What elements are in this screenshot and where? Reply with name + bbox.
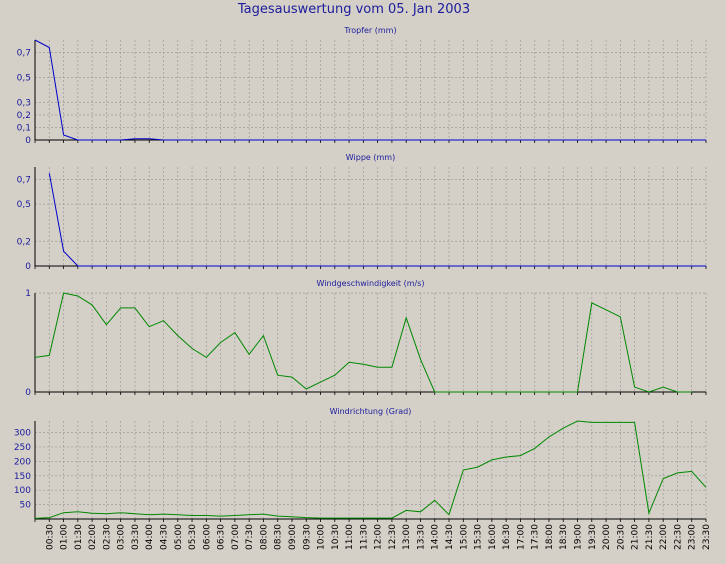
y-tick-label: 0	[25, 136, 31, 146]
y-tick-label: 0	[25, 262, 31, 272]
y-tick-label: 0,5	[17, 74, 31, 84]
x-tick-label: 06:30	[217, 524, 227, 550]
x-tick-label: 11:30	[359, 524, 369, 550]
x-tick-label: 17:30	[531, 524, 541, 550]
y-tick-label: 0,2	[17, 111, 31, 121]
x-tick-label: 03:00	[117, 524, 127, 550]
x-tick-label: 07:30	[245, 524, 255, 550]
y-tick-label: 0,2	[17, 237, 31, 247]
x-tick-label: 19:30	[588, 524, 598, 550]
x-tick-label: 20:30	[616, 524, 626, 550]
y-tick-label: 0,3	[17, 99, 31, 109]
y-tick-label: 200	[14, 457, 31, 467]
y-tick-label: 150	[14, 472, 31, 482]
x-tick-label: 05:30	[188, 524, 198, 550]
x-tick-label: 22:00	[659, 524, 669, 550]
y-tick-label: 0,1	[17, 124, 31, 134]
series-line	[34, 39, 706, 141]
x-tick-label: 06:00	[202, 524, 212, 550]
x-tick-label: 23:00	[688, 524, 698, 550]
x-tick-label: 01:00	[60, 524, 70, 550]
x-tick-label: 10:30	[331, 524, 341, 550]
x-tick-label: 16:30	[502, 524, 512, 550]
panel-title: Tropfer (mm)	[343, 26, 396, 35]
x-tick-label: 02:00	[88, 524, 98, 550]
x-tick-label: 05:00	[174, 524, 184, 550]
x-tick-label: 11:00	[345, 524, 355, 550]
x-tick-label: 12:00	[374, 524, 384, 550]
x-tick-label: 00:30	[45, 524, 55, 550]
panel-title: Windrichtung (Grad)	[330, 407, 412, 416]
x-tick-label: 15:00	[459, 524, 469, 550]
x-tick-label: 09:30	[302, 524, 312, 550]
y-tick-label: 300	[14, 429, 31, 439]
x-tick-label: 20:00	[602, 524, 612, 550]
y-tick-label: 1	[25, 289, 31, 299]
x-tick-label: 16:00	[488, 524, 498, 550]
x-tick-label: 15:30	[474, 524, 484, 550]
chart-panel: Wippe (mm) 0 0,2 0,5 0,7	[17, 153, 707, 272]
y-tick-label: 0	[25, 388, 31, 398]
y-tick-label: 0,5	[17, 200, 31, 210]
chart-title: Tagesauswertung vom 05. Jan 2003	[237, 2, 470, 17]
x-tick-label: 17:00	[516, 524, 526, 550]
x-tick-label: 23:30	[702, 524, 712, 550]
x-tick-label: 12:30	[388, 524, 398, 550]
chart-panel: Windrichtung (Grad) 50 100 150 200 250 300	[14, 407, 707, 522]
x-tick-label: 21:30	[645, 524, 655, 550]
x-tick-label: 08:30	[274, 524, 284, 550]
x-tick-label: 19:00	[574, 524, 584, 550]
y-tick-label: 50	[20, 501, 32, 511]
y-tick-label: 100	[14, 486, 31, 496]
chart-panels: Tropfer (mm) 0 0,1 0,2 0,3 0,5 0,7 Wippe (mm) 0 0…	[14, 26, 707, 522]
x-tick-label: 09:00	[288, 524, 298, 550]
x-tick-label: 10:00	[317, 524, 327, 550]
x-tick-label: 08:00	[259, 524, 269, 550]
x-tick-label: 13:30	[416, 524, 426, 550]
x-tick-label: 14:30	[445, 524, 455, 550]
chart-panel: Windgeschwindigkeit (m/s) 0 1	[25, 279, 707, 398]
x-tick-label: 03:30	[131, 524, 141, 550]
x-tick-label: 18:00	[545, 524, 555, 550]
y-tick-label: 0,7	[17, 49, 31, 59]
panel-title: Windgeschwindigkeit (m/s)	[316, 279, 424, 288]
x-tick-label: 14:00	[431, 524, 441, 550]
x-tick-label: 21:00	[631, 524, 641, 550]
y-tick-label: 250	[14, 443, 31, 453]
x-tick-label: 13:00	[402, 524, 412, 550]
x-tick-label: 22:30	[673, 524, 683, 550]
x-axis: 00:30 01:00 01:30 02:00 02:30 03:00 03:30 04:00…	[45, 524, 712, 550]
x-tick-label: 01:30	[74, 524, 84, 550]
chart-panel: Tropfer (mm) 0 0,1 0,2 0,3 0,5 0,7	[17, 26, 707, 146]
x-tick-label: 07:00	[231, 524, 241, 550]
x-tick-label: 18:30	[559, 524, 569, 550]
series-line	[34, 292, 692, 393]
x-tick-label: 04:30	[159, 524, 169, 550]
panel-title: Wippe (mm)	[346, 153, 395, 162]
x-tick-label: 04:00	[145, 524, 155, 550]
series-line	[34, 420, 707, 519]
series-line	[48, 173, 706, 267]
x-tick-label: 02:30	[102, 524, 112, 550]
y-tick-label: 0,7	[17, 175, 31, 185]
